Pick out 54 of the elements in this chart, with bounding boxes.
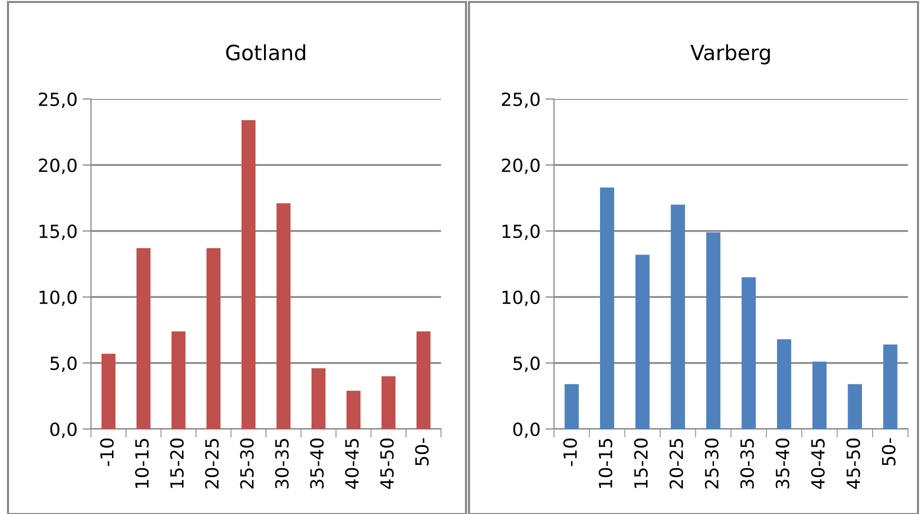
- x-tick-label: 20-25: [669, 438, 684, 488]
- chart-title: Varberg: [690, 44, 770, 64]
- bar: [276, 203, 290, 429]
- y-tick-label: 20,0: [38, 158, 77, 174]
- y-tick-label: 15,0: [40, 224, 77, 240]
- bar: [416, 331, 430, 429]
- x-tick-label: 50-: [882, 438, 896, 466]
- bar: [742, 277, 756, 429]
- x-tick-label: 15-20: [170, 438, 184, 488]
- y-tick-label: 25,0: [502, 92, 540, 108]
- bar: [312, 368, 326, 429]
- bar: [812, 362, 827, 429]
- bar: [777, 339, 792, 429]
- x-tick-label: 15-20: [634, 438, 648, 488]
- y-tick-label: 25,0: [38, 92, 77, 108]
- x-tick-label: 25-30: [704, 438, 719, 488]
- x-tick-label: 30-35: [740, 438, 754, 488]
- x-tick-label: 25-30: [240, 438, 254, 488]
- x-tick-label: 45-50: [380, 438, 394, 489]
- x-tick-label: 20-25: [205, 438, 219, 488]
- chart-title: Gotland: [226, 44, 306, 60]
- x-tick-label: 35-40: [310, 438, 324, 488]
- bar: [600, 187, 614, 429]
- y-tick-label: 0,0: [513, 422, 540, 438]
- bar: [382, 376, 396, 429]
- bar: [635, 254, 650, 429]
- bar: [172, 331, 186, 429]
- x-tick-label: 40-45: [345, 438, 359, 489]
- bar: [564, 384, 579, 429]
- y-tick-label: 0,0: [50, 422, 77, 438]
- x-tick-label: 10-15: [135, 438, 149, 488]
- bar: [706, 232, 720, 429]
- y-tick-label: 10,0: [502, 290, 540, 306]
- bar: [206, 248, 220, 429]
- x-tick-label: 30-35: [275, 438, 289, 488]
- y-tick-label: 15,0: [502, 224, 540, 240]
- bar: [848, 384, 862, 429]
- x-tick-label: -10: [563, 438, 577, 466]
- y-tick-label: 20,0: [502, 158, 540, 174]
- bar: [136, 248, 150, 429]
- y-tick-label: 10,0: [40, 290, 77, 306]
- x-tick-label: 50-: [415, 438, 429, 466]
- bar: [102, 354, 116, 429]
- bar: [883, 344, 898, 429]
- x-tick-label: -10: [100, 438, 114, 466]
- y-tick-label: 5,0: [50, 356, 77, 372]
- bar: [242, 120, 256, 429]
- x-tick-label: 45-50: [846, 438, 860, 489]
- bar: [346, 390, 360, 429]
- bar: [670, 204, 685, 429]
- x-tick-label: 10-15: [598, 438, 612, 488]
- y-tick-label: 5,0: [513, 356, 540, 372]
- x-tick-label: 35-40: [776, 438, 790, 488]
- x-tick-label: 40-45: [811, 438, 825, 489]
